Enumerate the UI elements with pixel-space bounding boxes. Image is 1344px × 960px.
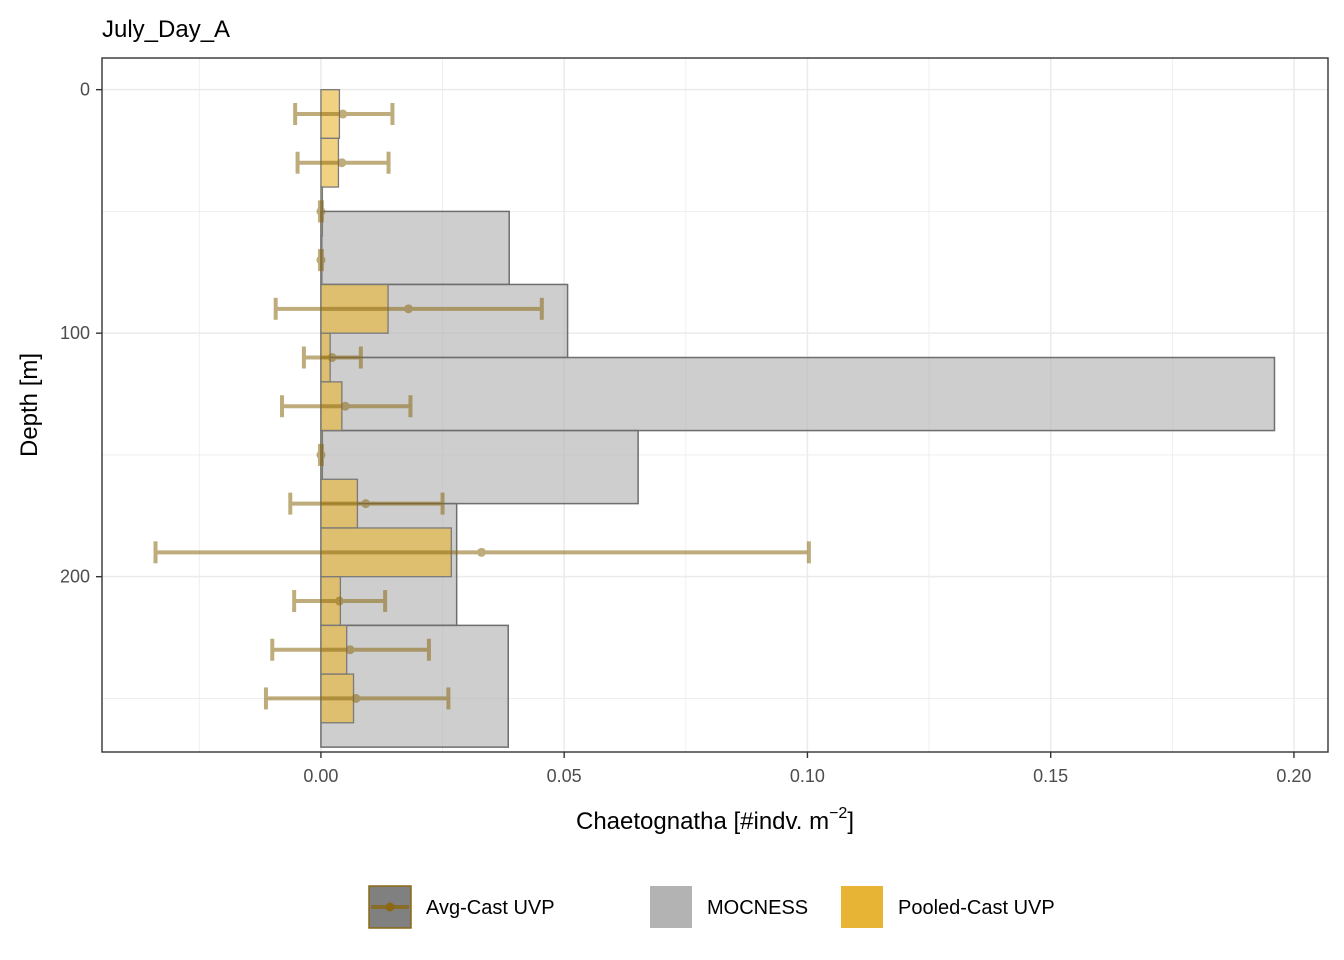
avg-cast-uvp-errorbar bbox=[316, 200, 326, 223]
y-tick-label: 200 bbox=[60, 567, 90, 587]
avg-cast-uvp-point bbox=[316, 450, 326, 460]
avg-cast-uvp-errorbar bbox=[270, 638, 431, 661]
avg-cast-uvp-errorbar bbox=[293, 103, 395, 126]
chart-title: July_Day_A bbox=[102, 16, 230, 43]
legend-key-point bbox=[385, 902, 395, 912]
avg-cast-uvp-errorbar bbox=[292, 590, 388, 613]
x-tick-label: 0.15 bbox=[1033, 766, 1068, 786]
avg-cast-uvp-point bbox=[476, 547, 486, 557]
plot-border bbox=[101, 57, 1329, 753]
avg-cast-uvp-point bbox=[340, 401, 350, 411]
x-tick-label: 0.10 bbox=[790, 766, 825, 786]
avg-cast-uvp-errorbar bbox=[295, 151, 391, 174]
legend-key-box bbox=[650, 886, 692, 928]
avg-cast-uvp-errorbar bbox=[153, 541, 811, 564]
avg-cast-uvp-point bbox=[334, 596, 344, 606]
legend: Avg-Cast UVP MOCNESS Pooled-Cast UVP bbox=[368, 885, 1055, 929]
avg-cast-uvp-point bbox=[316, 206, 326, 216]
avg-cast-uvp-point bbox=[361, 499, 371, 509]
avg-cast-uvp-errorbar bbox=[273, 297, 544, 320]
avg-cast-uvp-errorbar bbox=[316, 249, 326, 272]
avg-cast-uvp-point bbox=[327, 353, 337, 363]
legend-key bbox=[841, 886, 883, 928]
x-tick-label: 0.05 bbox=[547, 766, 582, 786]
avg-cast-uvp-point bbox=[345, 645, 355, 655]
mocness-bar bbox=[320, 429, 639, 505]
mocness-bar bbox=[320, 356, 1276, 432]
x-tick-label: 0.00 bbox=[303, 766, 338, 786]
y-tick-label: 0 bbox=[80, 80, 90, 100]
avg-cast-uvp-point bbox=[351, 693, 361, 703]
avg-cast-uvp-errorbar bbox=[288, 492, 445, 515]
y-axis-title: Depth [m] bbox=[16, 353, 43, 457]
legend-key bbox=[650, 886, 692, 928]
x-axis-title: Chaetognatha [#indv. m−2] bbox=[576, 805, 854, 835]
y-tick-label: 100 bbox=[60, 323, 90, 343]
y-axis: 0 100 200 bbox=[60, 80, 102, 587]
x-axis: 0.00 0.05 0.10 0.15 0.20 bbox=[303, 752, 1311, 786]
x-tick-label: 0.20 bbox=[1276, 766, 1311, 786]
avg-cast-uvp-point bbox=[404, 304, 413, 314]
legend-key bbox=[368, 885, 412, 929]
mocness-bar bbox=[320, 210, 510, 286]
avg-cast-uvp-errorbar bbox=[301, 346, 363, 369]
avg-cast-uvp-errorbar bbox=[316, 443, 326, 466]
avg-cast-uvp-point bbox=[337, 158, 347, 168]
legend-label: MOCNESS bbox=[707, 897, 808, 919]
avg-cast-uvp-point bbox=[316, 255, 326, 265]
legend-label: Avg-Cast UVP bbox=[426, 897, 555, 919]
avg-cast-uvp-errorbar bbox=[280, 395, 413, 418]
series-avg-cast-uvp bbox=[153, 103, 811, 710]
avg-cast-uvp-point bbox=[338, 109, 348, 119]
avg-cast-uvp-errorbar bbox=[263, 687, 451, 710]
legend-key-box bbox=[841, 886, 883, 928]
legend-label: Pooled-Cast UVP bbox=[898, 897, 1055, 919]
